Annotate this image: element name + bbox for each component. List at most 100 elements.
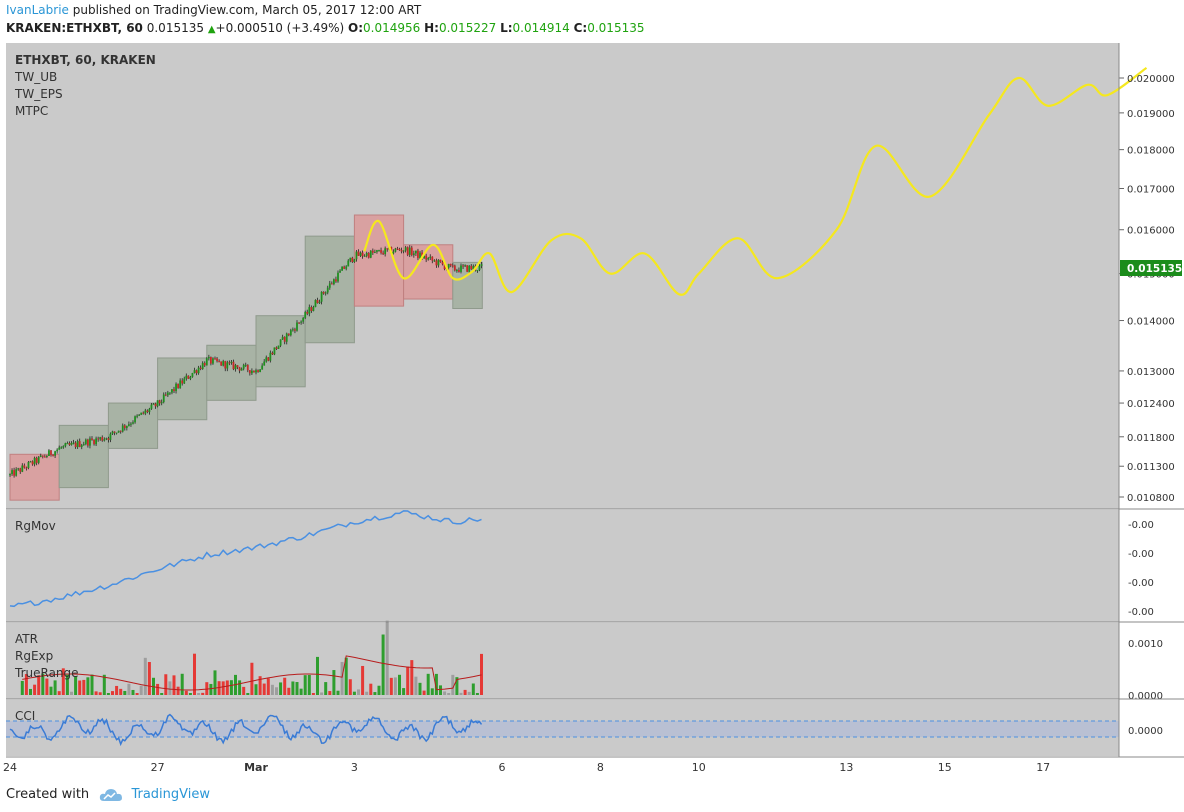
- candle-bull: [207, 356, 210, 359]
- cci-tick: 0.0000: [1128, 726, 1163, 737]
- cci-pane[interactable]: CCI 0.0000: [6, 700, 1163, 756]
- candle-bull: [468, 265, 471, 272]
- truerange-bar: [291, 681, 295, 695]
- chart-area[interactable]: ETHXBT, 60, KRAKEN TW_UB TW_EPS MTPC 0.0…: [0, 40, 1184, 780]
- truerange-bar: [29, 688, 32, 695]
- rgmov-title: RgMov: [15, 519, 56, 533]
- price-tick-label: 0.012400: [1127, 399, 1175, 410]
- truerange-bar: [131, 689, 135, 695]
- truerange-bar: [86, 677, 90, 695]
- price-tick-label: 0.020000: [1127, 74, 1175, 85]
- tradingview-link[interactable]: TradingView: [131, 787, 210, 802]
- close-label: C:: [573, 21, 588, 35]
- truerange-bar: [111, 691, 114, 695]
- candle-bear: [19, 468, 22, 472]
- atr-tick: 0.0000: [1128, 691, 1163, 702]
- time-axis[interactable]: 24 27 Mar 3 6 8 10 13 15 17: [3, 761, 1050, 774]
- truerange-bar: [20, 680, 24, 695]
- candle-bear: [146, 410, 149, 413]
- price-pane-title: ETHXBT, 60, KRAKEN: [15, 53, 156, 67]
- truerange-bar: [123, 690, 127, 695]
- candle-bull: [117, 430, 120, 433]
- truerange-bar: [455, 677, 459, 695]
- candle-bear: [113, 431, 116, 433]
- candle-bull: [281, 336, 284, 340]
- candle-bull: [427, 258, 430, 260]
- candle-bull: [160, 402, 163, 404]
- rgmov-pane[interactable]: RgMov -0.00 -0.00 -0.00 -0.00: [6, 510, 1154, 622]
- truerange-bar: [320, 692, 324, 695]
- candle-bear: [154, 403, 157, 407]
- low-label: L:: [500, 21, 513, 35]
- candle-bear: [298, 322, 300, 324]
- candle-bull: [109, 433, 112, 440]
- symbol-label: KRAKEN:ETHXBT, 60: [6, 21, 143, 35]
- rgmov-tick: -0.00: [1128, 549, 1154, 560]
- candle-bull: [320, 291, 323, 302]
- truerange-bar: [164, 674, 168, 695]
- candle-bear: [466, 265, 469, 272]
- truerange-bar: [316, 656, 319, 695]
- candle-bear: [203, 362, 206, 366]
- atr-pane-bg: [6, 623, 1119, 699]
- candle-bull: [242, 364, 245, 369]
- candle-bull: [179, 380, 182, 389]
- candle-bull: [185, 375, 188, 379]
- truerange-bar: [102, 674, 106, 695]
- candle-bear: [177, 383, 179, 389]
- truerange-bar: [61, 668, 65, 695]
- candle-bear: [228, 362, 231, 364]
- truerange-bar: [37, 675, 41, 695]
- high-value: 0.015227: [438, 21, 497, 35]
- truerange-bar: [410, 660, 414, 695]
- candle-bull: [226, 362, 229, 369]
- truerange-bar: [242, 686, 246, 695]
- candle-bull: [259, 369, 261, 372]
- candle-bear: [31, 461, 34, 465]
- rgmov-tick: -0.00: [1128, 578, 1154, 589]
- price-axis[interactable]: 0.020000 0.019000 0.018000 0.017000 0.016000…: [1119, 74, 1175, 504]
- truerange-bar: [139, 685, 143, 695]
- candle-bull: [144, 410, 147, 414]
- candle-bear: [43, 456, 46, 458]
- price-tick-label: 0.014000: [1127, 317, 1175, 328]
- candle-bull: [300, 321, 302, 323]
- author-link[interactable]: IvanLabrie: [6, 3, 69, 17]
- candle-bull: [419, 252, 421, 258]
- candle-bull: [312, 307, 315, 311]
- candle-bear: [458, 270, 460, 272]
- truerange-bar: [283, 677, 287, 695]
- truerange-bar: [180, 673, 184, 695]
- tradingview-cloud-icon: [100, 788, 123, 801]
- candle-bull: [89, 438, 91, 446]
- candle-bull: [29, 461, 32, 463]
- candle-bull: [125, 425, 128, 429]
- truerange-bar: [70, 691, 73, 695]
- truerange-bar: [463, 689, 467, 695]
- cci-band: [6, 721, 1119, 737]
- atr-pane[interactable]: ATR RgExp TrueRange 0.0010 0.0000: [6, 620, 1163, 702]
- price-tick-label: 0.010800: [1127, 493, 1175, 504]
- time-tick-label: 27: [151, 761, 165, 774]
- candle-bear: [335, 279, 337, 282]
- candle-bull: [80, 445, 83, 447]
- candle-bear: [343, 266, 346, 269]
- candle-bear: [371, 250, 374, 253]
- truerange-bar: [344, 657, 348, 695]
- symbol-info-bar: KRAKEN:ETHXBT, 60 0.015135 ▲+0.000510 (+…: [6, 21, 644, 35]
- truerange-bar: [106, 693, 110, 695]
- candle-bear: [158, 400, 161, 404]
- candle-bull: [308, 307, 311, 314]
- truerange-bar: [443, 691, 447, 695]
- truerange-bar: [393, 677, 397, 695]
- candle-bear: [68, 443, 71, 445]
- candle-bull: [365, 253, 368, 256]
- price-pane[interactable]: ETHXBT, 60, KRAKEN TW_UB TW_EPS MTPC 0.0…: [6, 43, 1182, 509]
- candle-bull: [169, 392, 171, 394]
- open-label: O:: [348, 21, 364, 35]
- candle-bull: [166, 392, 169, 396]
- candle-bull: [136, 415, 138, 417]
- truerange-bar: [45, 678, 49, 695]
- candle-bear: [195, 370, 198, 374]
- candle-bull: [193, 370, 196, 374]
